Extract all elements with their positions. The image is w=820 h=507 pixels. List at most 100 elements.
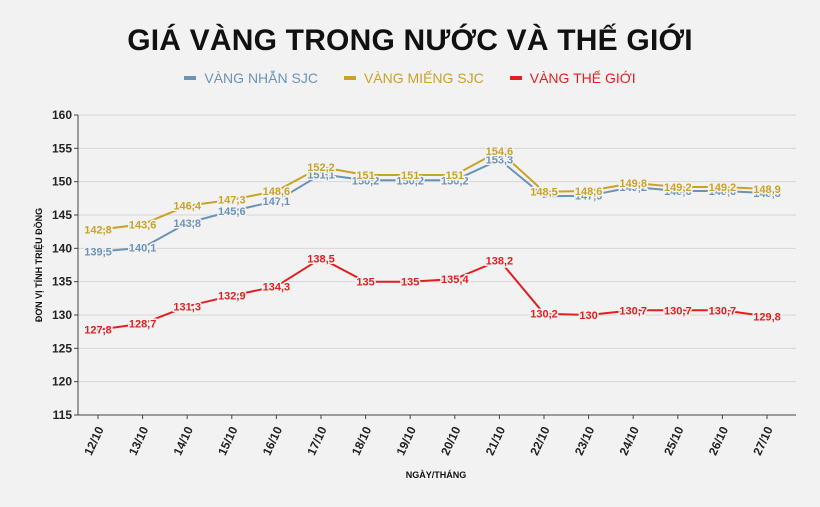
x-tick-label: 26/10 (706, 424, 732, 457)
data-point-vang-the-gioi (96, 328, 100, 332)
data-label-vang-mieng-sjc: 148,6 (575, 186, 603, 198)
data-point-vang-the-gioi (364, 280, 368, 284)
data-label-vang-mieng-sjc: 142,8 (84, 225, 112, 237)
legend-item-vang-mieng-sjc: VÀNG MIẾNG SJC (343, 70, 484, 86)
legend: VÀNG NHẪN SJC VÀNG MIẾNG SJC VÀNG THẾ GI… (0, 70, 820, 86)
data-point-vang-nhan-sjc (453, 178, 457, 182)
data-label-vang-the-gioi: 129,8 (753, 311, 781, 323)
data-point-vang-nhan-sjc (185, 221, 189, 225)
data-point-vang-mieng-sjc (185, 204, 189, 208)
data-point-vang-mieng-sjc (587, 189, 591, 193)
x-tick-label: 27/10 (750, 424, 776, 457)
data-point-vang-the-gioi (230, 294, 234, 298)
data-label-vang-nhan-sjc: 149,2 (619, 182, 647, 194)
data-point-vang-the-gioi (587, 313, 591, 317)
y-tick-label: 150 (52, 175, 72, 189)
legend-item-vang-nhan-sjc: VÀNG NHẪN SJC (184, 70, 318, 86)
data-point-vang-mieng-sjc (542, 190, 546, 194)
data-label-vang-mieng-sjc: 148,9 (753, 184, 781, 196)
data-point-vang-nhan-sjc (96, 250, 100, 254)
x-tick-label: 18/10 (349, 424, 375, 457)
data-label-vang-mieng-sjc: 154,6 (486, 146, 514, 158)
x-tick-label: 19/10 (394, 424, 420, 457)
data-point-vang-the-gioi (185, 304, 189, 308)
data-point-vang-nhan-sjc (408, 178, 412, 182)
data-point-vang-the-gioi (274, 284, 278, 288)
data-label-vang-nhan-sjc: 153,3 (486, 155, 514, 167)
data-label-vang-mieng-sjc: 143,6 (129, 219, 157, 231)
y-tick-label: 115 (53, 408, 73, 422)
data-point-vang-the-gioi (141, 322, 145, 326)
data-point-vang-mieng-sjc (274, 189, 278, 193)
data-point-vang-mieng-sjc (497, 149, 501, 153)
data-point-vang-mieng-sjc (631, 181, 635, 185)
data-point-vang-the-gioi (408, 280, 412, 284)
data-labels: 139,5 140,1 143,8 145,6 147,1 151,1 150,2 150,2… (83, 145, 783, 339)
x-tick-label: 17/10 (304, 424, 330, 457)
data-point-vang-nhan-sjc (587, 194, 591, 198)
series-layer (96, 149, 769, 332)
data-point-vang-mieng-sjc (364, 173, 368, 177)
data-label-vang-mieng-sjc: 152,2 (307, 162, 335, 174)
data-point-vang-the-gioi (676, 308, 680, 312)
y-axis-label: ĐƠN VỊ TÍNH TRIỆU ĐỒNG (33, 208, 44, 322)
data-label-vang-nhan-sjc: 145,6 (218, 206, 246, 218)
series-line-vang-the-gioi (97, 257, 768, 331)
data-point-vang-mieng-sjc (319, 165, 323, 169)
data-label-vang-nhan-sjc: 139,5 (84, 247, 112, 259)
data-label-vang-the-gioi: 134,3 (263, 281, 291, 293)
data-point-vang-the-gioi (720, 308, 725, 312)
data-point-vang-nhan-sjc (631, 185, 635, 189)
data-label-vang-nhan-sjc: 150,2 (396, 175, 424, 187)
data-point-vang-nhan-sjc (542, 194, 546, 198)
data-point-vang-nhan-sjc (765, 191, 769, 195)
legend-item-vang-the-gioi: VÀNG THẾ GIỚI (509, 70, 636, 86)
data-label-vang-mieng-sjc: 149,2 (664, 182, 692, 194)
y-tick-label: 140 (52, 241, 72, 255)
x-tick-label: 15/10 (215, 424, 241, 457)
data-point-vang-nhan-sjc (676, 189, 680, 193)
legend-swatch-vang-mieng-sjc (343, 76, 356, 80)
data-label-vang-mieng-sjc: 151 (401, 170, 419, 182)
data-point-vang-nhan-sjc (319, 172, 323, 176)
data-point-vang-the-gioi (319, 256, 323, 260)
data-label-vang-nhan-sjc: 148,6 (664, 186, 692, 198)
y-tick-label: 130 (52, 308, 72, 322)
x-tick-label: 25/10 (661, 424, 687, 457)
data-point-vang-the-gioi (631, 308, 635, 312)
data-point-vang-mieng-sjc (720, 185, 725, 189)
data-point-vang-nhan-sjc (364, 178, 368, 182)
data-label-vang-nhan-sjc: 143,8 (173, 218, 201, 230)
x-tick-label: 13/10 (126, 424, 152, 457)
data-label-vang-mieng-sjc: 149,2 (709, 182, 737, 194)
data-label-vang-nhan-sjc: 148,6 (709, 186, 737, 198)
data-point-vang-mieng-sjc (765, 187, 769, 191)
legend-swatch-vang-the-gioi (509, 76, 522, 80)
data-point-vang-the-gioi (765, 314, 769, 318)
data-point-vang-nhan-sjc (497, 158, 501, 162)
series-line-vang-mieng-sjc (97, 150, 768, 231)
y-tick-label: 120 (52, 375, 72, 389)
data-point-vang-mieng-sjc (230, 198, 234, 202)
data-label-vang-mieng-sjc: 148,6 (263, 186, 291, 198)
data-label-vang-the-gioi: 130,7 (709, 305, 737, 317)
data-point-vang-the-gioi (453, 277, 457, 281)
data-label-vang-the-gioi: 127,8 (84, 325, 112, 337)
chart-title: GIÁ VÀNG TRONG NƯỚC VÀ THẾ GIỚI (127, 24, 693, 57)
data-label-vang-the-gioi: 131,3 (173, 301, 201, 313)
data-label-vang-nhan-sjc: 147,1 (263, 196, 291, 208)
data-label-vang-the-gioi: 138,2 (486, 255, 514, 267)
data-label-vang-nhan-sjc: 147,9 (575, 191, 603, 203)
data-point-vang-mieng-sjc (408, 173, 412, 177)
data-label-vang-the-gioi: 135 (401, 277, 419, 289)
data-point-vang-the-gioi (497, 258, 501, 262)
x-axis-label: NGÀY/THÁNG (406, 470, 467, 480)
data-label-vang-the-gioi: 128,7 (129, 319, 157, 331)
data-label-vang-nhan-sjc: 150,2 (352, 175, 380, 187)
legend-label-vang-mieng-sjc: VÀNG MIẾNG SJC (363, 70, 484, 86)
data-label-vang-nhan-sjc: 151,1 (307, 169, 335, 181)
legend-label-vang-nhan-sjc: VÀNG NHẪN SJC (204, 70, 318, 86)
series-line-vang-nhan-sjc (97, 158, 768, 253)
legend-label-vang-the-gioi: VÀNG THẾ GIỚI (529, 70, 636, 86)
data-label-vang-nhan-sjc: 148,3 (753, 188, 781, 200)
